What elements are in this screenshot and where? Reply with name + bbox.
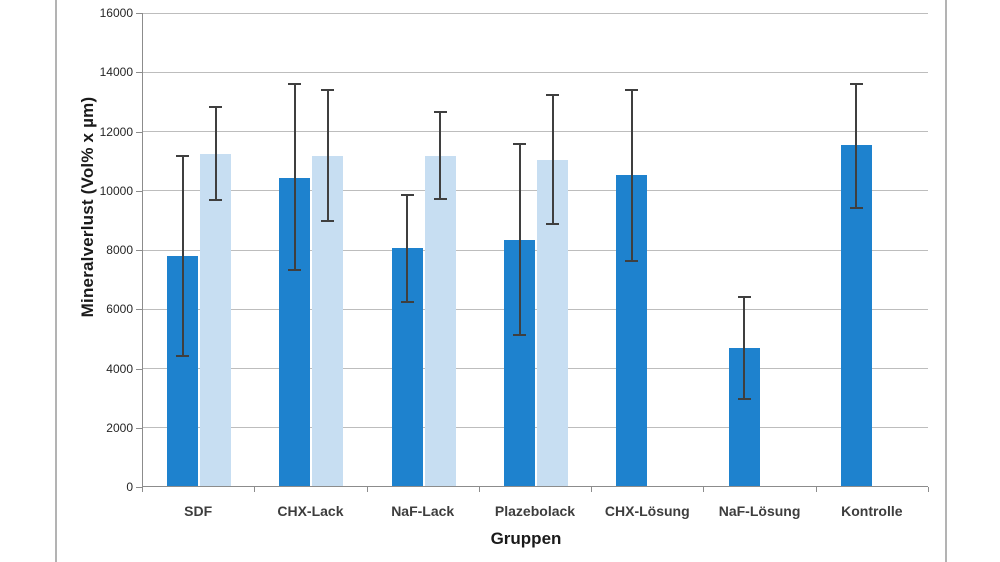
- y-tick-mark-8000: [136, 250, 142, 251]
- error-cap-bottom-dark-blue-series-CHX-Lack: [288, 268, 302, 271]
- error-cap-top-dark-blue-series-NaF-Lack: [400, 193, 414, 196]
- error-cap-top-dark-blue-series-SDF: [176, 155, 190, 158]
- y-tick-label-10000: 10000: [99, 183, 133, 198]
- error-bar-light-blue-series-SDF: [214, 106, 217, 202]
- y-tick-mark-6000: [136, 309, 142, 311]
- y-tick-label-6000: 6000: [106, 302, 133, 317]
- error-cap-top-dark-blue-series-CHX-Lack: [288, 82, 302, 85]
- y-tick-mark-4000: [136, 368, 142, 370]
- y-tick-mark-16000: [136, 13, 142, 14]
- error-cap-bottom-dark-blue-series-Plazebolack: [513, 333, 526, 336]
- error-cap-top-dark-blue-series-Plazebolack: [513, 143, 526, 146]
- category-label-NaF-Lack: NaF-Lack: [391, 503, 455, 519]
- error-cap-bottom-light-blue-series-Plazebolack: [546, 222, 559, 225]
- error-bar-light-blue-series-Plazebolack: [551, 94, 554, 225]
- error-bar-light-blue-series-CHX-Lack: [326, 88, 329, 222]
- y-tick-label-0: 0: [126, 480, 133, 494]
- error-cap-top-light-blue-series-CHX-Lack: [321, 88, 335, 91]
- error-cap-top-dark-blue-series-NaF-Lösung: [737, 295, 751, 298]
- error-bar-dark-blue-series-Kontrolle: [855, 82, 858, 209]
- y-tick-mark-12000: [136, 131, 142, 133]
- x-tick-mark-1: [254, 487, 256, 492]
- x-tick-mark-2: [366, 487, 368, 492]
- error-cap-top-light-blue-series-SDF: [209, 106, 223, 109]
- y-tick-mark-14000: [136, 72, 142, 74]
- error-cap-bottom-dark-blue-series-Kontrolle: [849, 206, 863, 209]
- gridline-14000: [143, 71, 928, 73]
- category-label-CHX-Lösung: CHX-Lösung: [604, 503, 690, 519]
- error-cap-bottom-dark-blue-series-NaF-Lösung: [737, 397, 751, 400]
- error-bar-dark-blue-series-Plazebolack: [518, 143, 521, 336]
- left-frame-line: [55, 0, 57, 562]
- y-tick-label-12000: 12000: [99, 124, 133, 139]
- x-tick-mark-6: [815, 487, 817, 492]
- y-tick-mark-0: [136, 487, 142, 488]
- bar-light-blue-series-SDF: [200, 154, 232, 486]
- x-tick-mark-3: [478, 487, 480, 492]
- x-tick-mark-0: [142, 487, 143, 492]
- y-tick-label-14000: 14000: [99, 65, 133, 80]
- category-label-SDF: SDF: [184, 503, 213, 519]
- category-label-Kontrolle: Kontrolle: [841, 503, 903, 519]
- error-cap-bottom-dark-blue-series-CHX-Lösung: [625, 259, 639, 262]
- error-cap-bottom-light-blue-series-SDF: [209, 199, 223, 202]
- gridline-16000: [143, 12, 928, 14]
- y-tick-label-2000: 2000: [106, 420, 133, 435]
- x-tick-mark-5: [703, 487, 705, 492]
- error-cap-bottom-light-blue-series-NaF-Lack: [433, 197, 447, 200]
- gridline-2000: [143, 427, 928, 429]
- y-tick-label-4000: 4000: [106, 361, 133, 376]
- error-cap-bottom-light-blue-series-CHX-Lack: [321, 219, 335, 222]
- error-cap-bottom-dark-blue-series-NaF-Lack: [400, 301, 414, 304]
- category-label-NaF-Lösung: NaF-Lösung: [718, 503, 801, 519]
- right-frame-line: [945, 0, 947, 562]
- error-cap-top-light-blue-series-Plazebolack: [546, 94, 559, 97]
- error-bar-dark-blue-series-CHX-Lack: [293, 82, 296, 271]
- error-bar-dark-blue-series-CHX-Lösung: [630, 88, 633, 262]
- error-bar-dark-blue-series-NaF-Lösung: [743, 295, 746, 400]
- error-bar-light-blue-series-NaF-Lack: [439, 110, 442, 200]
- error-cap-top-dark-blue-series-Kontrolle: [849, 82, 863, 85]
- gridline-8000: [143, 249, 928, 251]
- error-cap-top-light-blue-series-NaF-Lack: [433, 110, 447, 113]
- y-tick-label-8000: 8000: [106, 243, 133, 257]
- error-bar-dark-blue-series-NaF-Lack: [406, 193, 409, 304]
- plot-area: [142, 12, 928, 487]
- x-tick-mark-7: [928, 487, 929, 492]
- bar-light-blue-series-NaF-Lack: [424, 155, 456, 486]
- y-tick-mark-10000: [136, 190, 142, 192]
- y-tick-label-16000: 16000: [99, 6, 133, 20]
- y-tick-mark-2000: [136, 427, 142, 429]
- gridline-6000: [143, 308, 928, 310]
- error-cap-top-dark-blue-series-CHX-Lösung: [625, 88, 639, 91]
- x-axis-title: Gruppen: [490, 529, 562, 548]
- category-label-CHX-Lack: CHX-Lack: [277, 503, 344, 519]
- gridline-12000: [143, 131, 928, 132]
- error-cap-bottom-dark-blue-series-SDF: [176, 354, 190, 357]
- gridline-10000: [143, 190, 928, 192]
- category-label-Plazebolack: Plazebolack: [494, 503, 576, 519]
- x-tick-mark-4: [591, 487, 593, 492]
- error-bar-dark-blue-series-SDF: [181, 155, 184, 357]
- gridline-4000: [143, 368, 928, 369]
